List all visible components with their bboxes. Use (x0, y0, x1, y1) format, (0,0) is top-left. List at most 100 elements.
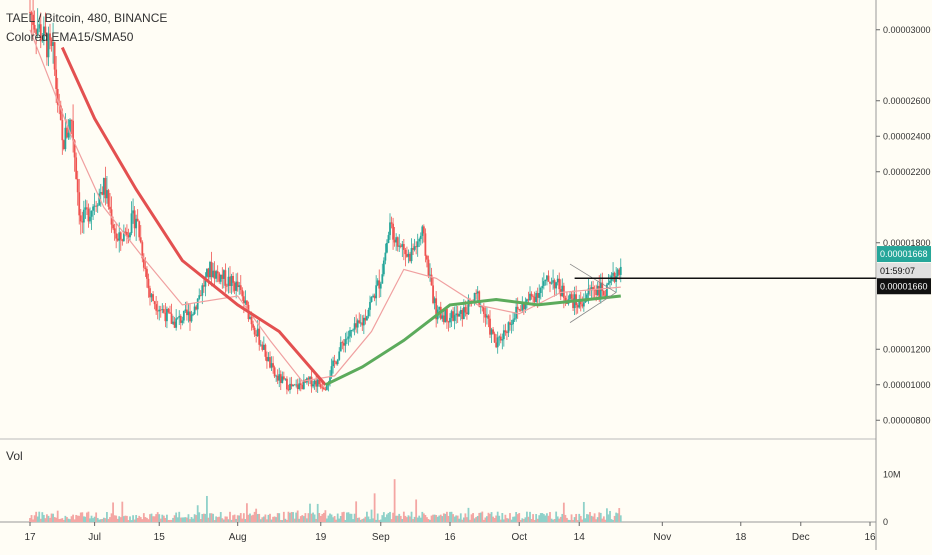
candle-body (376, 280, 379, 286)
candle-body (236, 281, 239, 288)
volume-bar (133, 519, 136, 522)
candle-body (367, 309, 370, 317)
candle-body (449, 317, 451, 323)
candle-body (256, 328, 259, 336)
candle-body (409, 253, 411, 262)
candle-body (402, 244, 405, 250)
candle-body (352, 329, 354, 331)
candle-body (172, 321, 174, 324)
volume-bar (124, 515, 127, 522)
candle-body (67, 132, 70, 138)
candle-body (433, 298, 436, 304)
candle-body (599, 282, 602, 298)
volume-bar (361, 518, 364, 522)
volume-bar (113, 515, 116, 522)
volume-bar (218, 516, 221, 522)
volume-bar (219, 512, 222, 522)
candle-body (410, 248, 413, 262)
volume-bar (476, 515, 479, 522)
current-price-badge: 0.00001668 (877, 246, 931, 263)
candle-body (155, 304, 158, 311)
candle-body (301, 384, 304, 390)
candle-body (613, 272, 616, 282)
volume-bar (486, 516, 488, 522)
volume-bar (386, 514, 388, 522)
entry-badge: 0.00001660 (877, 278, 931, 295)
candle-body (252, 324, 254, 328)
volume-bar (338, 518, 341, 522)
candle-body (458, 313, 461, 317)
volume-bar (495, 515, 498, 522)
volume-bar (569, 520, 571, 522)
candle-body (342, 343, 345, 346)
countdown-badge: 01:59:07 (877, 263, 931, 280)
candle-body (379, 283, 382, 289)
candle-body (561, 285, 564, 297)
volume-bar (275, 517, 278, 522)
volume-bar (159, 518, 162, 522)
volume-bar (592, 516, 594, 522)
volume-bar (452, 514, 454, 522)
volume-bar (382, 512, 385, 522)
volume-bar (236, 515, 239, 522)
candle-body (296, 384, 299, 390)
candle-body (532, 296, 534, 298)
candle-body (92, 206, 94, 211)
candle-body (187, 311, 190, 316)
candle-body (93, 205, 96, 207)
candle-body (510, 324, 513, 326)
candle-body (512, 319, 514, 325)
volume-bar (138, 515, 141, 522)
candle-body (564, 297, 567, 302)
candle-body (501, 339, 504, 341)
volume-bar (150, 513, 153, 522)
candle-body (581, 304, 584, 307)
volume-bar (518, 512, 521, 522)
volume-bar (458, 518, 461, 522)
volume-bar (189, 519, 191, 522)
volume-bar (481, 511, 484, 522)
volume-bar (76, 515, 79, 522)
candle-body (498, 336, 501, 338)
volume-bar (516, 514, 519, 522)
candle-body (489, 318, 491, 335)
candle-body (429, 274, 431, 276)
candle-body (59, 105, 62, 121)
volume-bar (330, 514, 333, 522)
volume-bar (462, 517, 465, 522)
candle-body (459, 310, 462, 314)
volume-bar (502, 519, 505, 522)
candle-body (509, 322, 511, 325)
candle-body (173, 321, 176, 328)
candle-body (73, 140, 76, 158)
volume-bar (136, 518, 139, 522)
volume-bar (572, 519, 574, 522)
candle-body (369, 301, 371, 310)
candle-body (504, 330, 507, 333)
candle-body (466, 312, 468, 315)
volume-bar (359, 519, 362, 522)
candle-body (430, 274, 433, 286)
volume-bar (450, 511, 453, 522)
candle-body (227, 276, 230, 286)
volume-bar (482, 519, 485, 522)
candle-body (153, 301, 156, 305)
volume-bar (512, 516, 514, 522)
volume-bar (504, 514, 507, 522)
volume-bar (135, 515, 138, 522)
candle-body (161, 309, 164, 310)
candle-body (467, 299, 470, 315)
candle-body (104, 178, 107, 199)
candle-body (482, 307, 485, 314)
candle-body (335, 361, 338, 365)
volume-bar (266, 519, 268, 522)
candle-body (412, 248, 414, 250)
candle-body (362, 317, 365, 326)
volume-bar (190, 517, 193, 522)
volume-bar (44, 518, 47, 522)
volume-bar (549, 512, 551, 522)
volume-bar (519, 520, 522, 522)
volume-bar (244, 519, 247, 522)
